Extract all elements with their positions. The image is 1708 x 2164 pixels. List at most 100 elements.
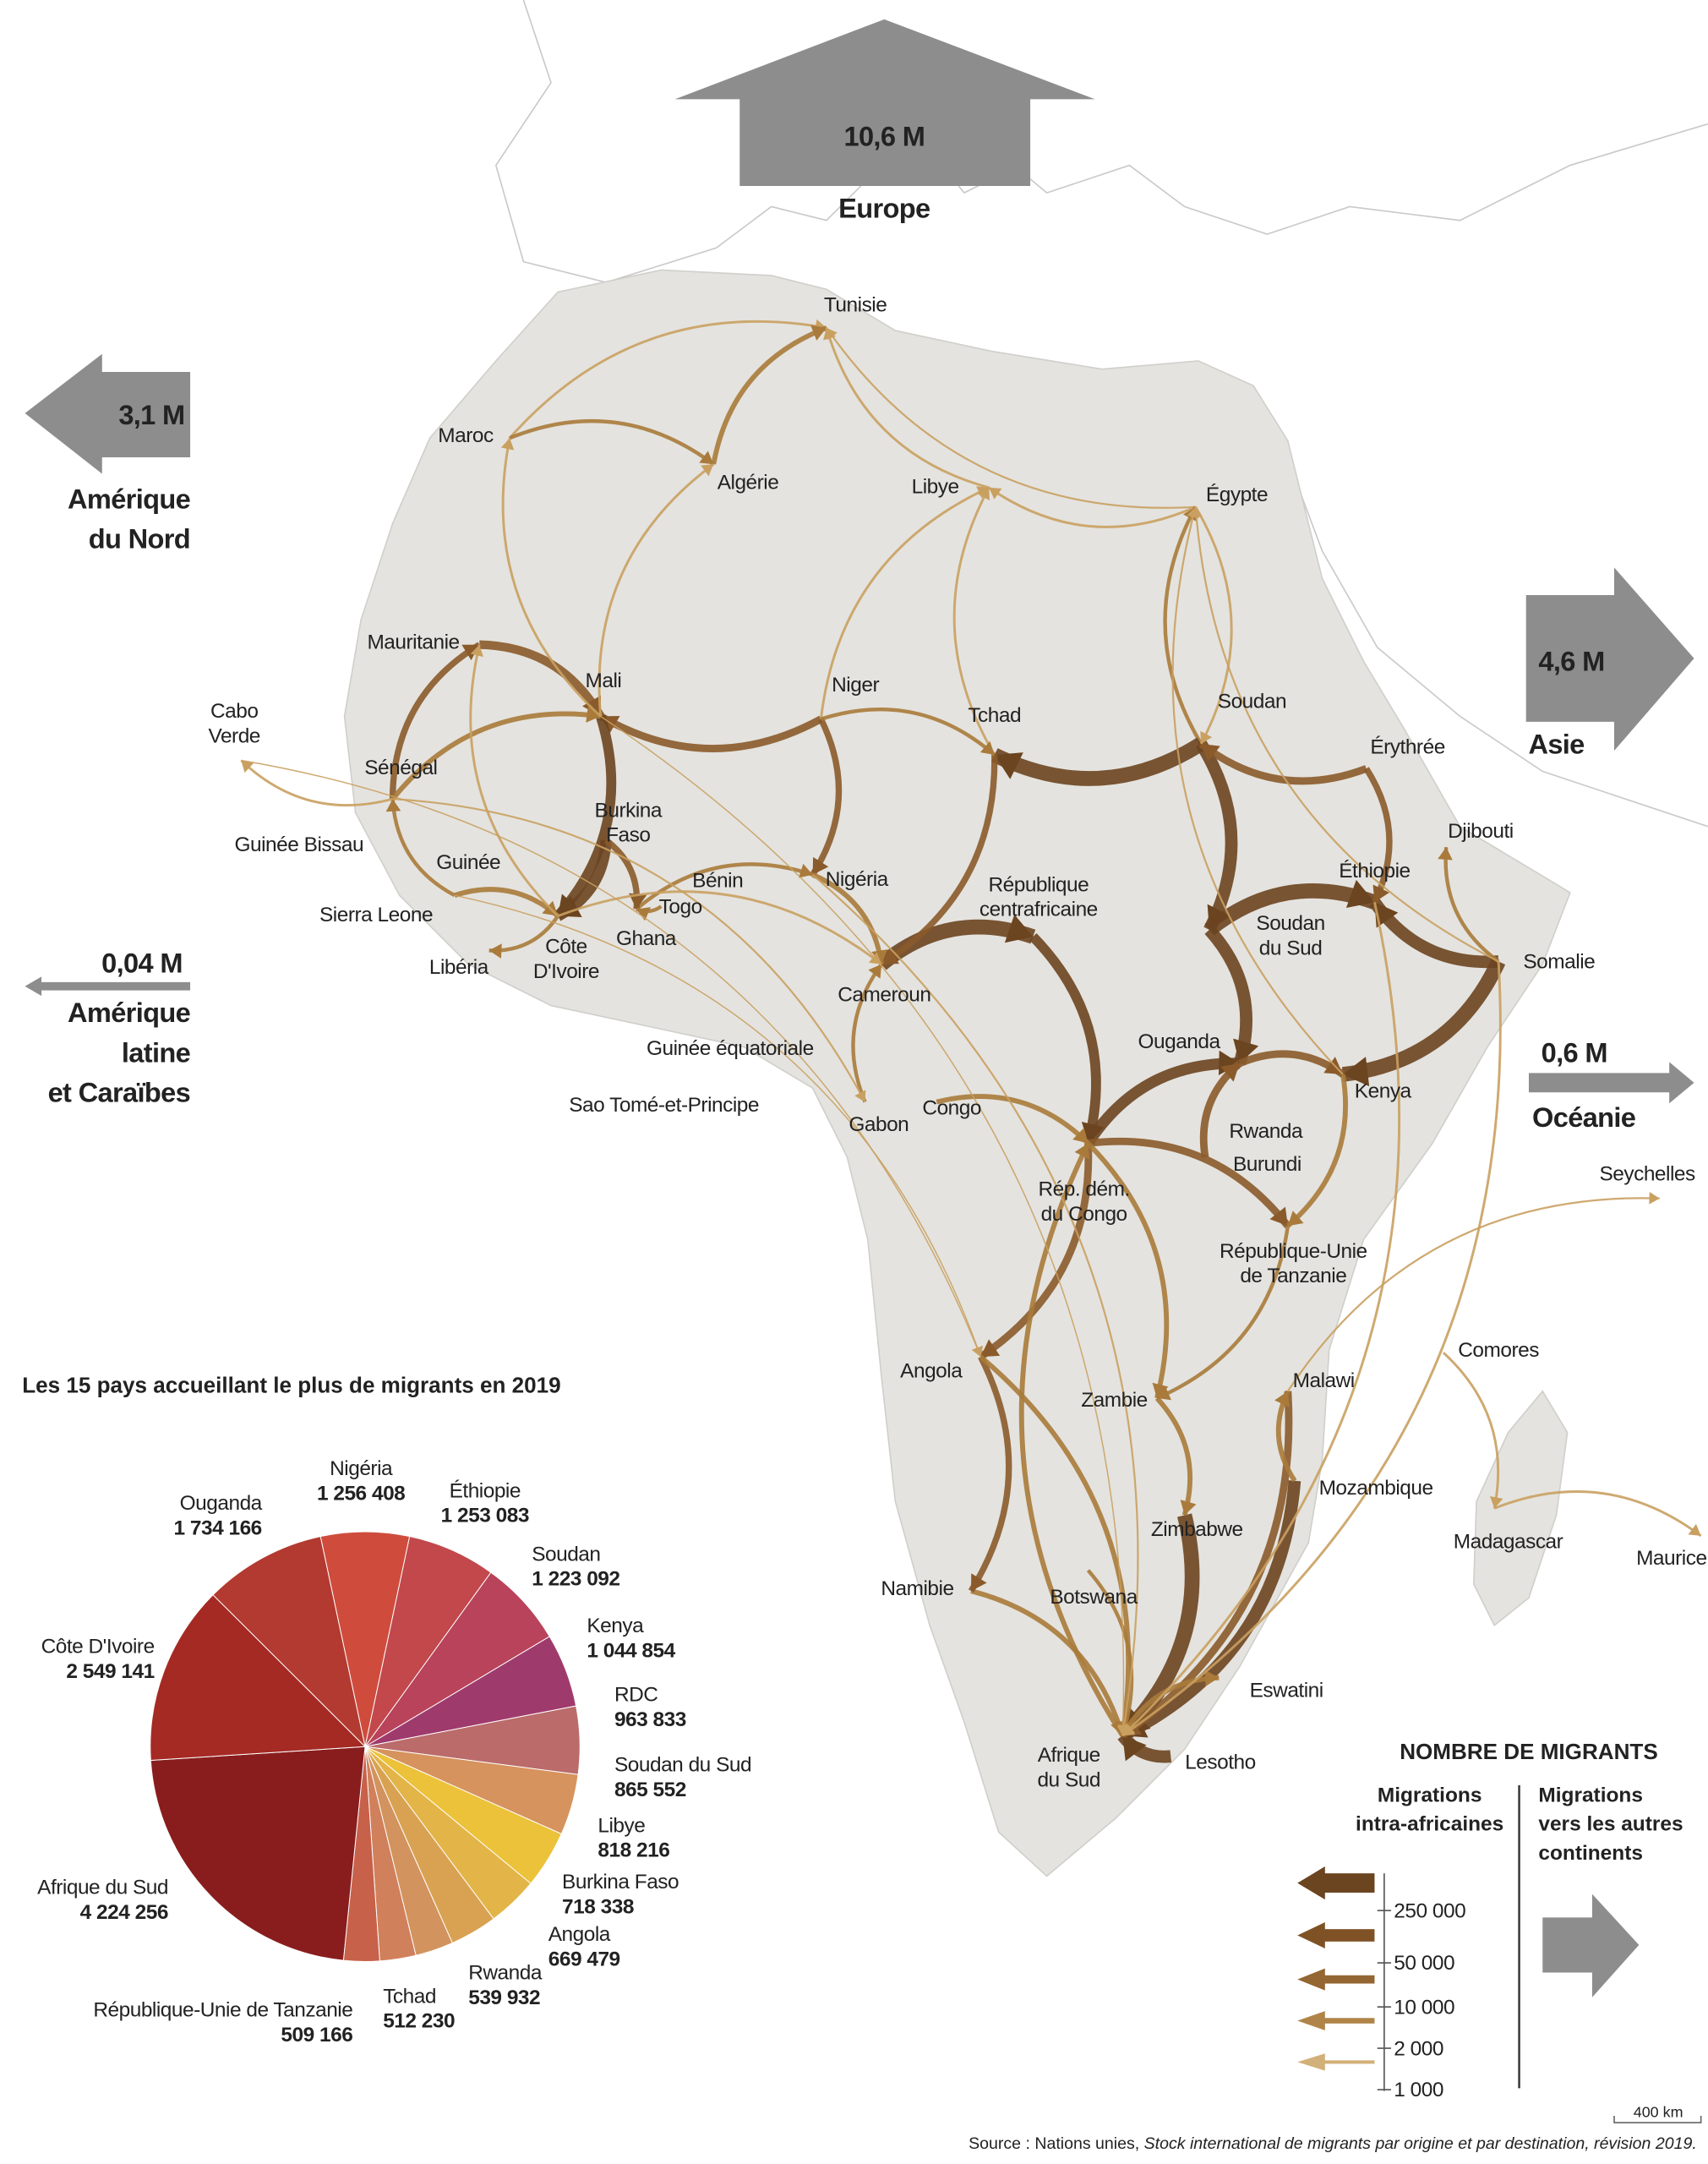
flow-arrowhead: [470, 644, 483, 658]
pie-value-label: 818 216: [598, 1839, 669, 1862]
scale-label: 400 km: [1634, 2104, 1683, 2121]
flow-arrowhead: [1204, 1669, 1220, 1687]
flow-arc: [968, 1355, 1012, 1593]
country-label: Djibouti: [1448, 820, 1514, 843]
country-label: Cameroun: [838, 984, 930, 1007]
flow-arrowhead: [1004, 914, 1034, 943]
continent-name: Amérique: [68, 997, 190, 1028]
country-label: Malawi: [1293, 1369, 1355, 1392]
flow-arc: [1029, 932, 1101, 1145]
country-label: Nigéria: [826, 868, 889, 891]
country-label: Bénin: [692, 869, 743, 892]
flow-arrowhead: [1287, 1210, 1304, 1227]
flow-arrowhead: [1201, 743, 1220, 762]
flow-arc: [1195, 740, 1238, 933]
country-label: Mauritanie: [367, 631, 459, 654]
country-label: Tunisie: [824, 293, 887, 316]
country-label: Soudan: [1218, 691, 1286, 713]
legend-level: 10 000: [1394, 1996, 1454, 2019]
country-label: du Congo: [1041, 1203, 1127, 1226]
country-label: Gabon: [849, 1113, 909, 1136]
country-label: Sierra Leone: [319, 904, 433, 926]
pie-value-label: 1 734 166: [173, 1516, 261, 1539]
country-label: Somalie: [1523, 951, 1595, 974]
country-label: Éthiopie: [1339, 860, 1410, 883]
continent-value: 0,04 M: [101, 947, 183, 978]
continent-name: latine: [122, 1036, 190, 1068]
flow-arc: [392, 798, 866, 1103]
flow-arrowhead: [699, 451, 714, 465]
flow-arrowhead: [1688, 1523, 1701, 1536]
flow-arrowhead: [1180, 1500, 1197, 1516]
flow-arrowhead: [1074, 1143, 1090, 1160]
country-label: Angola: [900, 1360, 963, 1383]
flow-arc: [509, 419, 715, 466]
country-label: Lesotho: [1185, 1751, 1256, 1773]
pie-label: République-Unie de Tanzanie: [93, 1999, 352, 2022]
pie-slice: [150, 1746, 366, 1961]
flow-arc: [1198, 740, 1368, 785]
pie-label: Soudan du Sud: [614, 1754, 751, 1777]
arrow-north-america: [25, 353, 191, 474]
country-label: Ghana: [616, 927, 677, 950]
madagascar-landmass: [1472, 1390, 1569, 1627]
continent-name: Océanie: [1532, 1101, 1635, 1133]
flow-arrowhead: [1345, 879, 1375, 908]
flow-arc: [826, 327, 1196, 509]
pie-label: Tchad: [383, 1985, 436, 2008]
flow-arc: [811, 873, 1139, 1736]
continent-value: 4,6 M: [1538, 646, 1604, 677]
legend-title: NOMBRE DE MIGRANTS: [1400, 1739, 1658, 1764]
continent-name: et Caraïbes: [48, 1077, 190, 1108]
flow-arc: [390, 798, 456, 898]
arrow-oceania: [1528, 1062, 1694, 1104]
flow-arrowhead: [798, 863, 813, 878]
pie-label: Soudan: [532, 1543, 600, 1566]
legend-flow-head: [1297, 2053, 1325, 2071]
pie-value-label: 865 552: [614, 1779, 686, 1801]
flow-arc: [509, 320, 827, 440]
country-label: Burkina: [595, 799, 663, 822]
flow-arrowhead: [980, 1339, 1001, 1358]
source-work: Stock international de migrants par orig…: [1144, 2134, 1697, 2153]
flow-arc: [1285, 1074, 1348, 1228]
country-label: Burundi: [1233, 1153, 1301, 1176]
country-label: Côte: [545, 936, 587, 959]
map-labels: Tunisie Maroc Algérie Libye Égypte Mauritanie…: [208, 293, 1707, 1792]
flow-arc: [1119, 1480, 1301, 1741]
country-label: Seychelles: [1599, 1163, 1695, 1186]
legend: NOMBRE DE MIGRANTS Migrations intra-afric…: [1297, 1739, 1683, 2101]
pie-label: Angola: [548, 1923, 611, 1946]
flow-arrowhead: [1372, 884, 1389, 903]
country-label: Érythrée: [1370, 735, 1444, 758]
country-label: Guinée Bissau: [235, 833, 364, 856]
country-label: du Sud: [1037, 1769, 1100, 1792]
pie-value-label: 539 932: [468, 1986, 540, 2009]
flow-arc: [469, 644, 559, 917]
flow-arrowhead: [881, 948, 899, 965]
flow-arc: [241, 759, 982, 1358]
country-label: Niger: [832, 674, 879, 697]
flow-arrowhead: [980, 740, 995, 755]
flow-arc: [635, 862, 814, 911]
source-prefix: Source : Nations unies,: [969, 2134, 1144, 2153]
pie-label: Côte D'Ivoire: [41, 1635, 155, 1658]
country-label: Madagascar: [1454, 1531, 1563, 1554]
flow-arrowhead: [854, 1090, 866, 1102]
flow-arc: [825, 327, 990, 489]
country-label: Libéria: [429, 956, 489, 979]
flow-arc: [1442, 1352, 1500, 1509]
flow-arc: [1088, 1137, 1291, 1229]
legend-heading: Migrations: [1538, 1784, 1643, 1806]
flow-arc: [1163, 505, 1203, 746]
legend-continent-arrow: [1542, 1894, 1640, 1997]
flow-arrowhead: [1122, 1724, 1136, 1736]
flow-arc: [819, 486, 990, 719]
flow-arrowhead: [826, 327, 838, 341]
country-label: Guinée: [436, 851, 500, 874]
continent-value: 10,6 M: [844, 121, 925, 152]
country-label: Kenya: [1355, 1080, 1412, 1103]
arrow-europe: [674, 19, 1095, 186]
